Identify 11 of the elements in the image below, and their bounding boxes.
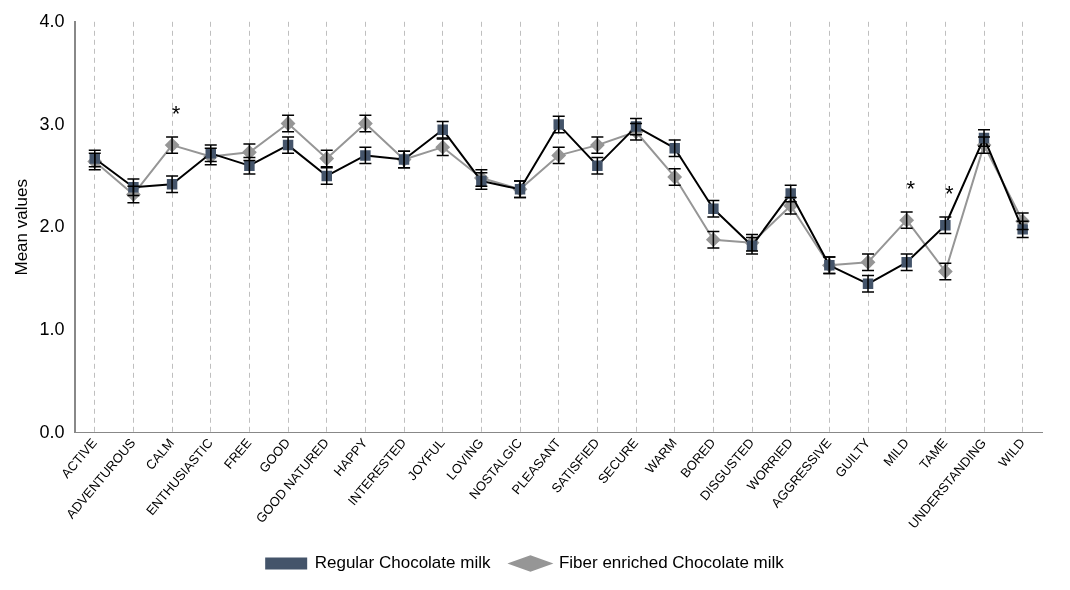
annotation: * bbox=[945, 181, 955, 207]
annotation: * bbox=[906, 176, 916, 202]
annotation: * bbox=[171, 101, 181, 127]
y-tick-label: 1.0 bbox=[39, 319, 65, 340]
legend-label: Regular Chocolate milk bbox=[314, 553, 491, 573]
y-tick-label: 4.0 bbox=[39, 10, 65, 31]
y-tick-label: 0.0 bbox=[39, 421, 65, 442]
y-axis-title: Mean values bbox=[11, 179, 31, 276]
legend-label: Fiber enriched Chocolate milk bbox=[558, 553, 785, 573]
y-tick-label: 2.0 bbox=[39, 216, 65, 237]
y-tick-label: 3.0 bbox=[39, 113, 65, 134]
